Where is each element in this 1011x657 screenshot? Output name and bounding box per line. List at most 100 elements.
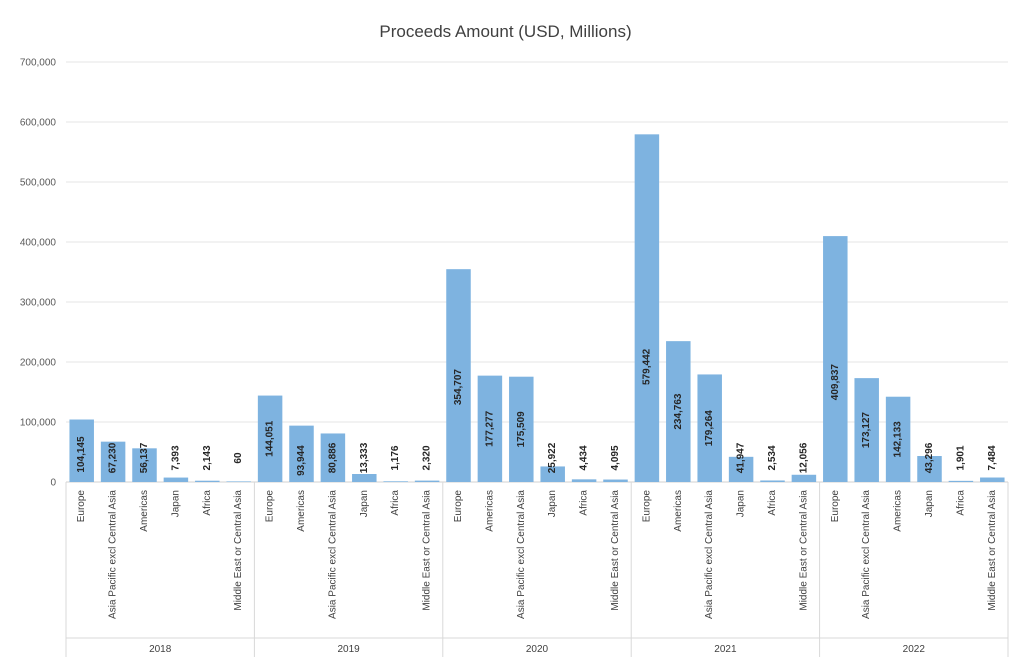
data-label: 93,944 [296,445,307,476]
data-label: 1,176 [390,445,401,470]
category-label: Japan [170,490,181,517]
bar [666,341,691,482]
y-tick-label: 300,000 [20,298,57,309]
bar [100,441,126,482]
bar [352,474,377,482]
category-label: Americas [296,490,307,532]
chart-title: Proceeds Amount (USD, Millions) [379,22,632,41]
data-label: 7,393 [170,445,181,470]
year-label: 2019 [337,644,360,655]
y-tick-label: 0 [50,478,56,489]
bar [226,481,251,482]
data-label: 175,509 [516,411,527,448]
category-label: Asia Pacific excl Central Asia [704,490,715,619]
bar [917,456,942,482]
bar [540,466,565,482]
bar [791,474,817,482]
category-label: Middle East or Central Asia [233,490,244,611]
bar [163,477,189,482]
category-label: Europe [265,490,276,523]
year-label: 2022 [903,644,926,655]
data-label: 25,922 [547,442,558,473]
bar [195,480,220,482]
bar [854,378,879,482]
bar [948,480,974,482]
data-label: 142,133 [893,421,904,458]
bar [885,396,911,482]
category-label: Japan [924,490,935,517]
bar [132,448,157,482]
y-tick-label: 200,000 [20,358,57,369]
category-label: Americas [673,490,684,532]
data-label: 56,137 [139,442,150,473]
category-label: Japan [736,490,747,517]
data-label: 144,051 [265,420,276,457]
category-label: Asia Pacific excl Central Asia [861,490,872,619]
data-label: 354,707 [453,369,464,406]
bar [414,480,440,482]
data-label: 67,230 [108,442,119,473]
category-label: Americas [484,490,495,532]
data-label: 179,264 [704,410,715,447]
category-label: Europe [76,490,87,523]
data-label: 234,763 [673,393,684,430]
category-label: Asia Pacific excl Central Asia [516,490,527,619]
y-tick-label: 100,000 [20,418,57,429]
category-label: Japan [359,490,370,517]
category-label: Africa [202,490,213,516]
bar [477,375,503,482]
data-label: 2,534 [767,445,778,470]
category-label: Africa [579,490,590,516]
data-label: 13,333 [359,442,370,473]
data-label: 60 [233,452,244,464]
category-label: Africa [955,490,966,516]
category-label: Asia Pacific excl Central Asia [327,490,338,619]
data-label: 173,127 [861,412,872,449]
bar [728,456,754,482]
bar [320,433,346,482]
category-label: Africa [767,490,778,516]
year-label: 2018 [149,644,172,655]
data-label: 41,947 [736,442,747,473]
y-tick-label: 600,000 [20,118,57,129]
bar [257,395,283,482]
data-label: 43,296 [924,442,935,473]
bar [383,481,408,482]
data-label: 80,886 [327,442,338,473]
data-label: 177,277 [484,410,495,447]
bar [69,419,94,482]
year-label: 2020 [526,644,549,655]
data-label: 12,056 [798,442,809,473]
category-label: Americas [139,490,150,532]
data-label: 1,901 [955,445,966,470]
data-label: 104,145 [76,436,87,473]
data-label: 2,143 [202,445,213,470]
category-label: Japan [547,490,558,517]
bar [980,477,1005,482]
bar [509,376,534,482]
data-label: 4,434 [579,445,590,470]
category-label: Middle East or Central Asia [422,490,433,611]
y-tick-label: 700,000 [20,58,57,69]
bar [697,374,722,482]
y-tick-label: 500,000 [20,178,57,189]
bar [446,269,471,482]
data-label: 7,484 [987,445,998,470]
data-label: 409,837 [830,364,841,401]
bar [289,425,314,482]
bar [634,134,660,483]
category-label: Asia Pacific excl Central Asia [108,490,119,619]
category-label: Africa [390,490,401,516]
bar [760,480,785,482]
category-label: Europe [830,490,841,523]
y-tick-label: 400,000 [20,238,57,249]
year-label: 2021 [714,644,737,655]
data-label: 579,442 [641,348,652,385]
bar [823,236,848,482]
category-label: Europe [641,490,652,523]
data-label: 4,095 [610,445,621,470]
bar [603,479,628,482]
data-label: 2,320 [422,445,433,470]
category-label: Europe [453,490,464,523]
